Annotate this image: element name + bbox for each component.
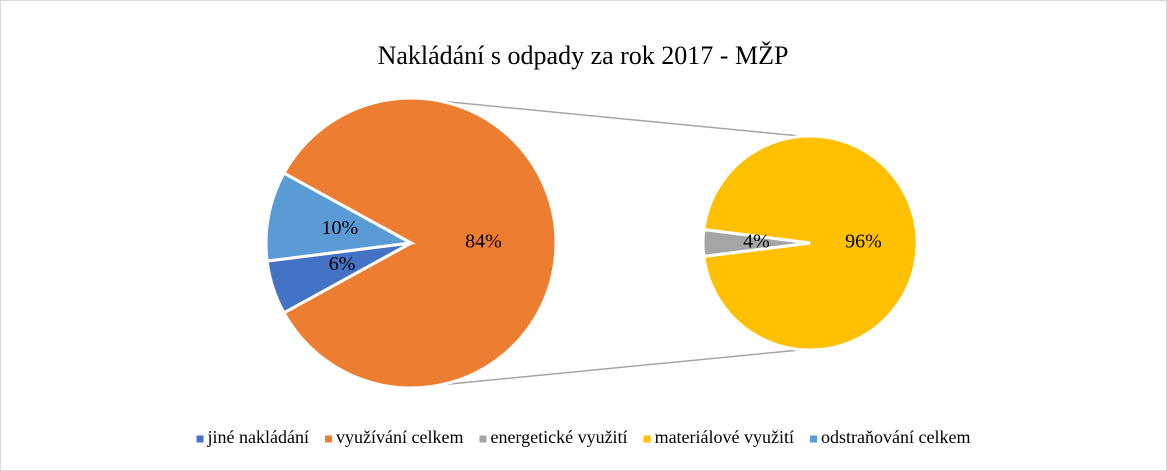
- pie-slice: [264, 171, 416, 263]
- pies: 84% 10% 6% 96% 4%: [264, 96, 919, 390]
- legend-label: využívání celkem: [336, 427, 463, 447]
- legend-swatch: [643, 435, 651, 443]
- pie-slice: [702, 134, 919, 352]
- legend-label: jiné nakládání: [207, 427, 309, 447]
- pie-slice: [701, 227, 811, 259]
- data-label: 10%: [321, 217, 358, 239]
- connector-line: [441, 100, 803, 138]
- connectors: [441, 100, 803, 386]
- legend-swatch: [325, 435, 332, 443]
- legend-label: energetické využití: [490, 427, 627, 447]
- legend-swatch: [479, 435, 487, 443]
- data-label: 84%: [465, 231, 502, 253]
- data-label: 4%: [743, 231, 770, 253]
- connector-line: [441, 348, 803, 386]
- data-label: 96%: [845, 231, 882, 253]
- legend-label: materiálové využití: [655, 427, 794, 447]
- pie-slice: [281, 96, 558, 390]
- chart-title: Nakládání s odpady za rok 2017 - MŽP: [378, 41, 789, 70]
- legend-swatch: [196, 435, 204, 443]
- legend: jiné nakládání využívání celkem energetick…: [196, 427, 970, 447]
- legend-swatch: [810, 435, 818, 443]
- data-label: 6%: [329, 253, 356, 275]
- pie-slice: [265, 241, 412, 315]
- legend-label: odstraňování celkem: [821, 427, 970, 447]
